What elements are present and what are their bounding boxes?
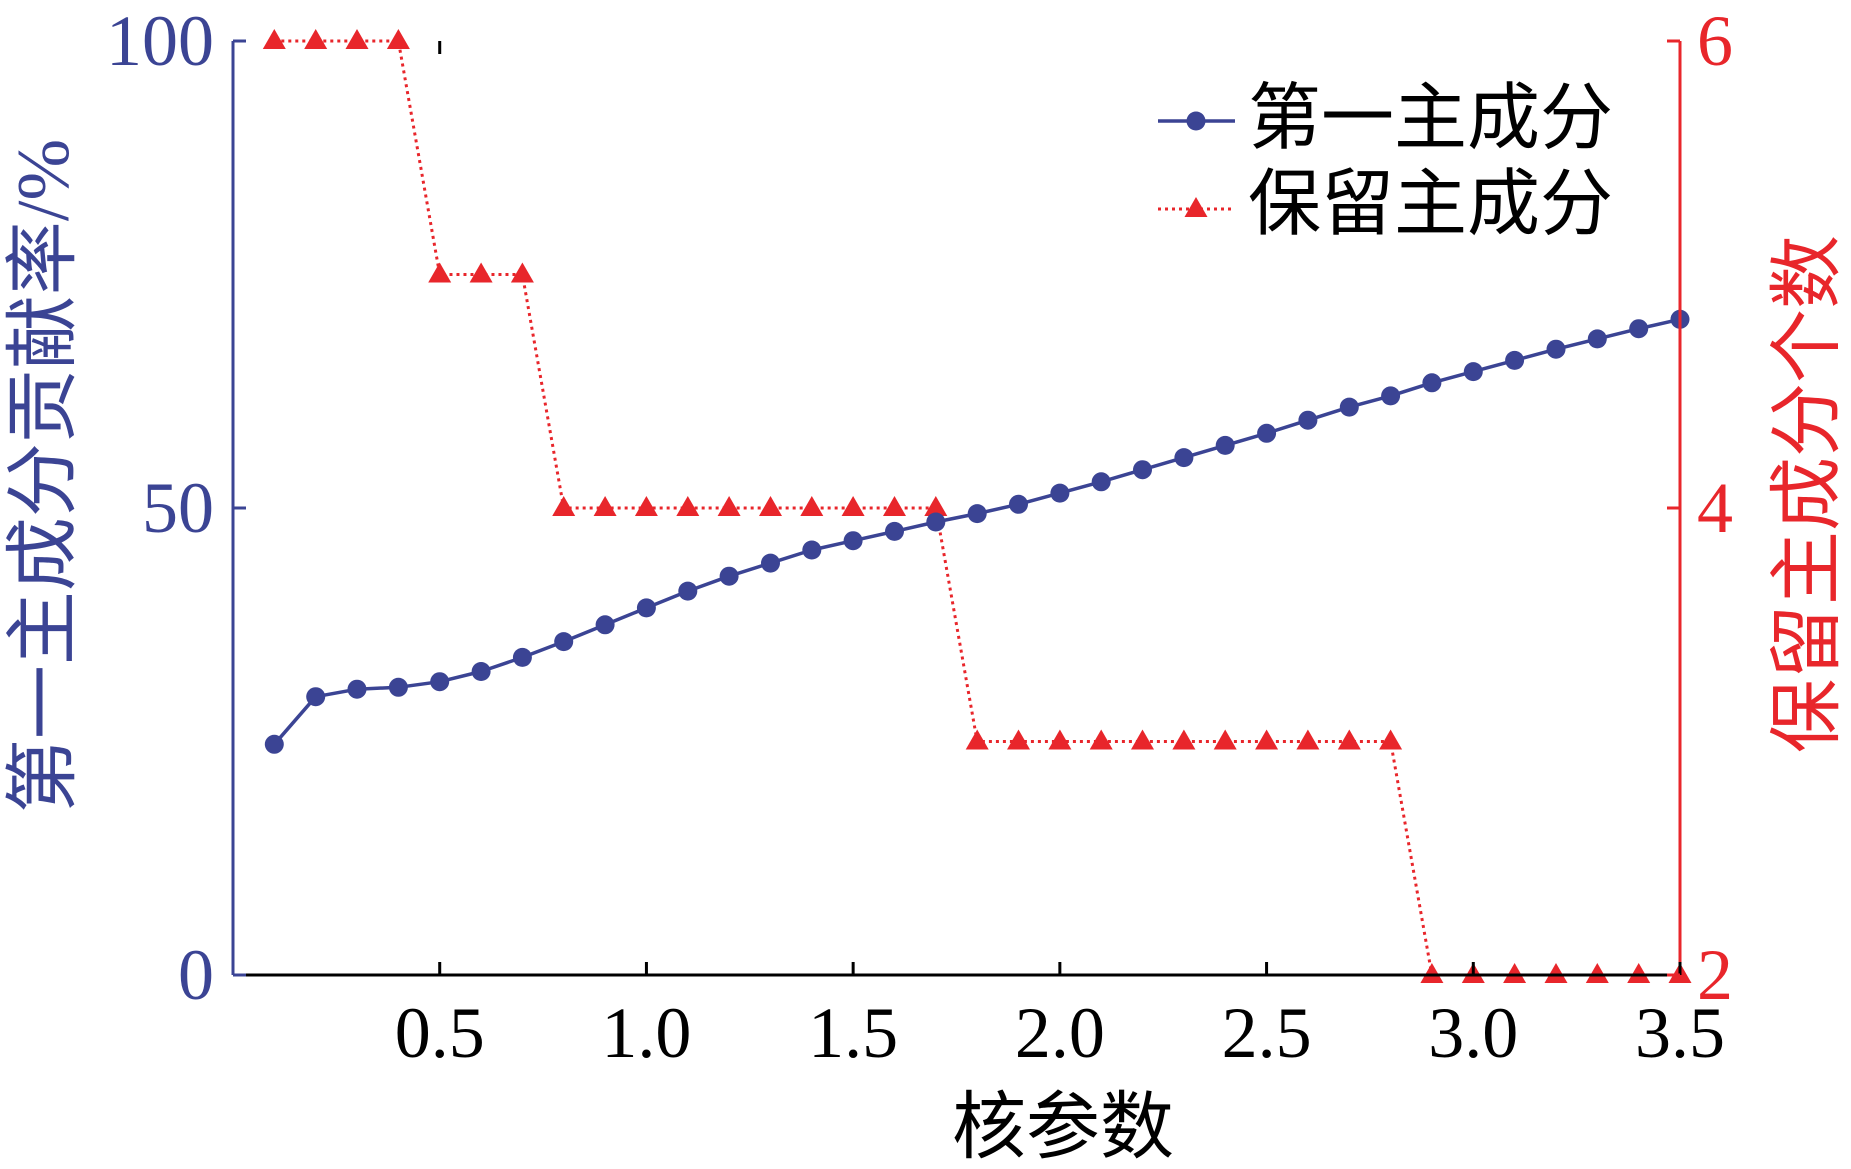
series-1-point: [1091, 472, 1111, 492]
legend-item-retained-components: 保留主成分: [1158, 164, 1613, 245]
x-tick-label: 3.0: [1428, 993, 1518, 1073]
series-2-point: [841, 496, 865, 516]
series-2-point: [428, 262, 452, 283]
series-2-point: [1255, 729, 1279, 750]
series-1-line: [272, 317, 1681, 746]
y-left-axis-title: 第一主成分贡献率/%: [3, 139, 85, 813]
series-2-point: [924, 496, 948, 516]
series-2-point: [345, 29, 369, 49]
series-1-point: [926, 512, 946, 532]
series-1-point: [554, 632, 574, 652]
legend-triangle-marker-icon: [1184, 197, 1208, 217]
series-1-point: [595, 615, 615, 635]
series-2-point: [717, 496, 741, 516]
series-2-point: [634, 496, 658, 516]
series-1-point: [347, 679, 367, 699]
series-2-point: [1089, 729, 1113, 750]
series-2-point: [1172, 729, 1196, 750]
y-right-tick-label: 4: [1697, 468, 1733, 548]
y-left-tick-label: 100: [106, 1, 214, 81]
series-1-point: [1339, 397, 1359, 417]
series-1-point: [306, 687, 326, 707]
series-2-point: [1007, 729, 1030, 750]
series-2-point: [1544, 963, 1568, 983]
series-1-point: [843, 531, 863, 551]
x-tick-label: 0.5: [395, 993, 485, 1073]
series-2-point: [262, 29, 286, 49]
y-left-tick-label: 0: [178, 935, 214, 1015]
legend: 第一主成分 保留主成分: [1158, 78, 1613, 245]
x-tick-label: 2.0: [1015, 993, 1105, 1073]
x-tick-label: 2.5: [1222, 993, 1312, 1073]
series-1-point: [1587, 329, 1607, 349]
series-2-point: [552, 496, 576, 516]
series-1-point: [388, 677, 408, 697]
series-1-point: [1133, 460, 1152, 480]
x-tick-label: 3.5: [1635, 993, 1725, 1073]
series-2-point: [1131, 729, 1154, 750]
series-1-point: [1422, 373, 1442, 393]
series-2-point: [1048, 729, 1072, 750]
series-2-point: [593, 496, 617, 516]
series-2-point: [1213, 729, 1237, 750]
series-2-point: [800, 496, 824, 516]
series-1-point: [761, 553, 780, 573]
series-1-point: [967, 504, 987, 524]
tick-labels: 0.5 1.0 1.5 2.0 2.5 3.0 3.5 0 50 100 2 4 6: [106, 1, 1733, 1073]
series-2-point: [883, 496, 906, 516]
series-1-point: [1257, 423, 1277, 443]
series-2-point: [1337, 729, 1361, 750]
series-1-point: [1174, 448, 1194, 468]
legend-label-first-component: 第一主成分: [1248, 78, 1613, 159]
series-1-point: [430, 672, 450, 692]
series-1-point: [636, 598, 656, 618]
y-right-tick-label: 6: [1697, 1, 1733, 81]
series-1-point: [1009, 494, 1028, 514]
series-1-point: [1215, 435, 1235, 455]
legend-item-first-component: 第一主成分: [1158, 78, 1613, 159]
series-2-point: [1503, 963, 1527, 983]
legend-circle-marker-icon: [1186, 111, 1206, 131]
axes: [231, 39, 1682, 977]
series-1-point: [264, 734, 284, 754]
y-left-tick-label: 50: [142, 468, 214, 548]
series-2-point: [1420, 963, 1444, 983]
series-2-point: [676, 496, 700, 516]
series-1-point: [1546, 339, 1566, 359]
x-tick-label: 1.0: [601, 993, 691, 1073]
y-right-axis-title: 保留主成分个数: [1767, 235, 1849, 753]
series-1-point: [678, 581, 698, 601]
series-1-point: [1050, 483, 1070, 503]
series-2-point: [1627, 963, 1651, 983]
series-2-point: [965, 729, 989, 750]
series-1-point: [1298, 410, 1318, 430]
series-1-point: [719, 566, 739, 586]
plot-area: [262, 29, 1692, 983]
series-2-point: [1296, 729, 1320, 750]
series-2-point: [386, 29, 410, 49]
series-1-point: [1381, 386, 1401, 406]
series-2-point: [759, 496, 782, 516]
series-1-point: [1505, 350, 1525, 370]
y-right-tick-label: 2: [1697, 935, 1733, 1015]
series-2-point: [510, 262, 534, 283]
series-2-point: [1379, 729, 1403, 750]
series-1-point: [471, 662, 491, 681]
series-1-point: [885, 521, 904, 541]
legend-label-retained-components: 保留主成分: [1248, 164, 1613, 245]
series-1-point: [1463, 362, 1483, 382]
series-1-point: [1629, 319, 1649, 339]
series-1-point: [512, 647, 532, 667]
series-1-point: [802, 540, 822, 560]
series-2-point: [1585, 963, 1609, 983]
x-axis-title: 核参数: [952, 1087, 1174, 1169]
series-2-point: [304, 29, 328, 49]
x-tick-label: 1.5: [808, 993, 898, 1073]
series-2-point: [469, 262, 493, 283]
